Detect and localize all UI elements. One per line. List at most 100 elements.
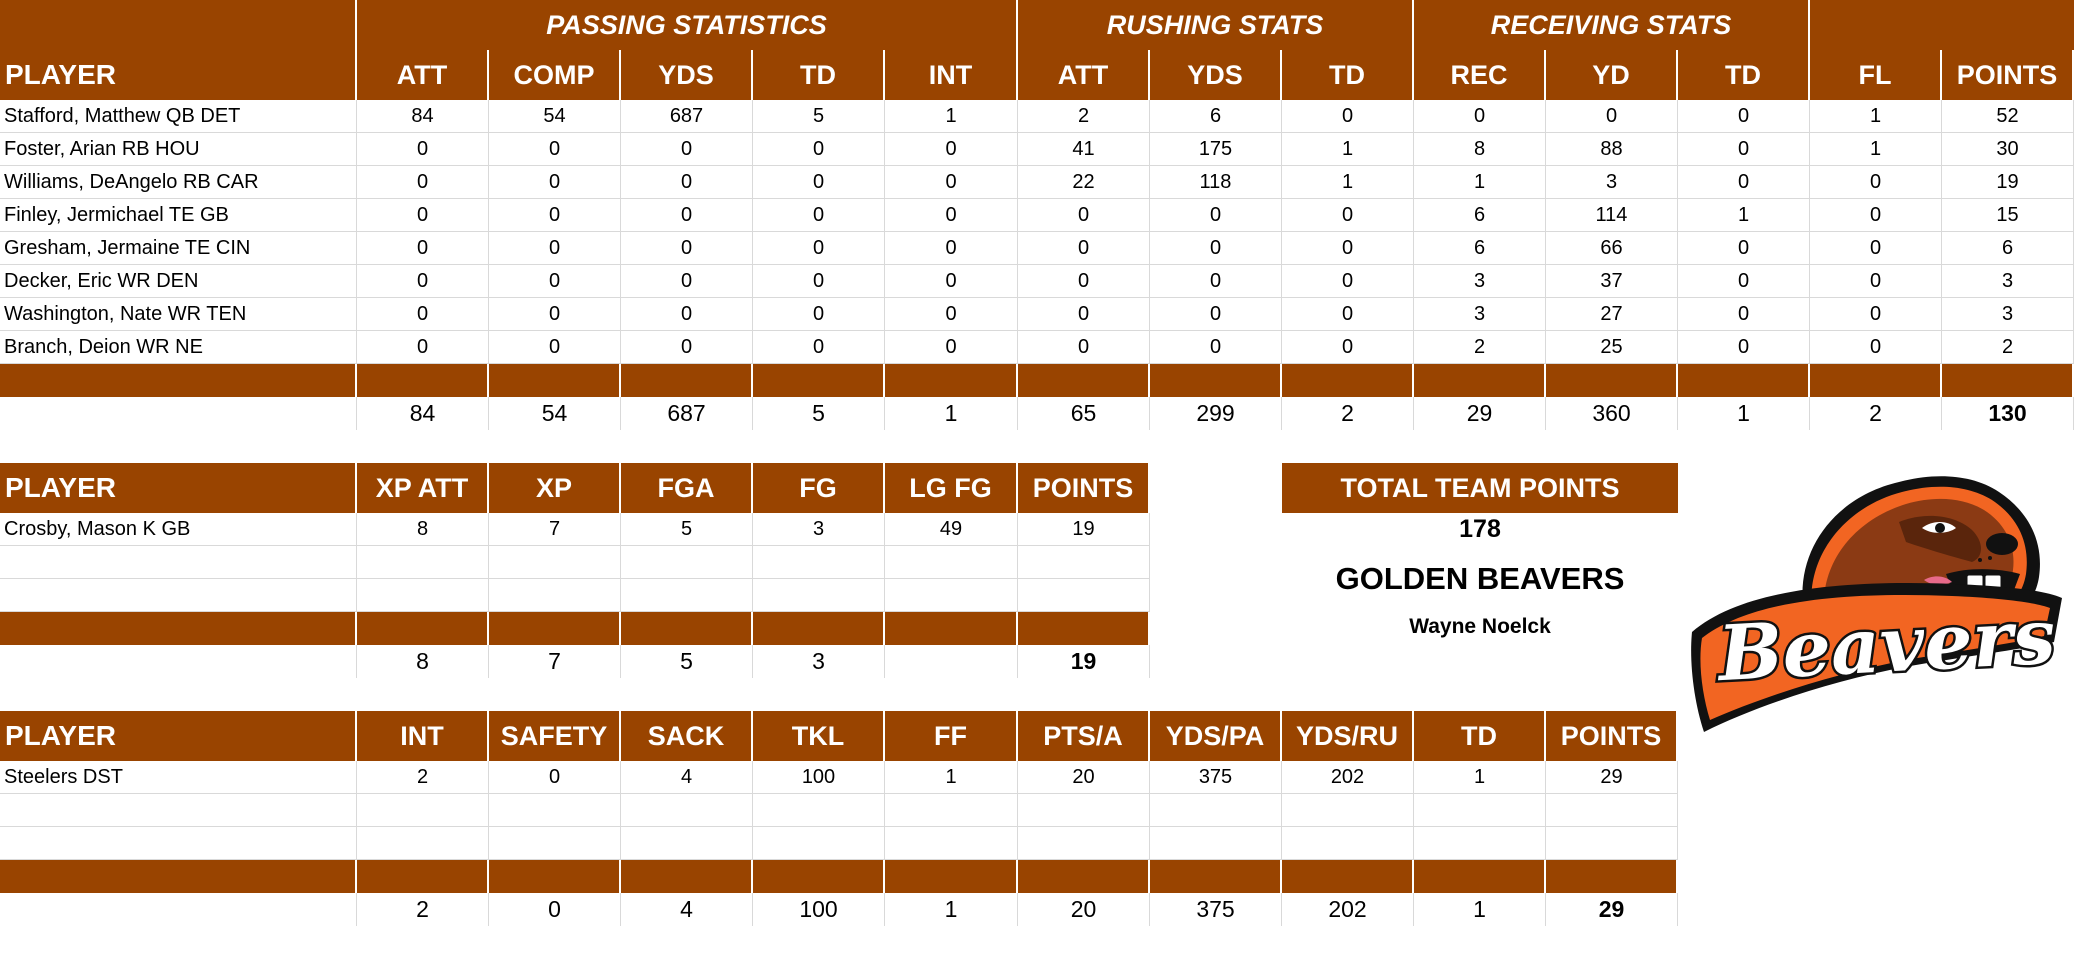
offense-total-col-5: 1 bbox=[885, 397, 1018, 430]
defense-header-col-6: PTS/A bbox=[1018, 711, 1150, 761]
offense-total-col-3: 687 bbox=[621, 397, 753, 430]
spacer-segment bbox=[753, 860, 885, 893]
defense-cell-col-1 bbox=[357, 794, 489, 827]
offense-cell-col-10: 27 bbox=[1546, 298, 1678, 331]
defense-total-col-0 bbox=[0, 893, 357, 926]
spacer-segment bbox=[1810, 364, 1942, 397]
kicking-header-col-1: XP ATT bbox=[357, 463, 489, 513]
spacer-segment bbox=[489, 860, 621, 893]
beaver-logo-icon: Beavers bbox=[1691, 476, 2062, 732]
team-summary: TOTAL TEAM POINTS 178 GOLDEN BEAVERS Way… bbox=[1282, 463, 1678, 642]
offense-cell-col-7: 0 bbox=[1150, 232, 1282, 265]
spacer-segment bbox=[1678, 364, 1810, 397]
offense-cell-col-6: 0 bbox=[1018, 331, 1150, 364]
spacer-segment bbox=[357, 860, 489, 893]
offense-total-col-10: 360 bbox=[1546, 397, 1678, 430]
offense-cell-col-13: 15 bbox=[1942, 199, 2074, 232]
offense-cell-col-5: 0 bbox=[885, 265, 1018, 298]
defense-cell-col-9: 1 bbox=[1414, 761, 1546, 794]
kicking-total-col-1: 8 bbox=[357, 645, 489, 678]
kicking-header-col-6: POINTS bbox=[1018, 463, 1150, 513]
offense-cell-col-5: 0 bbox=[885, 298, 1018, 331]
offense-header-col-7: YDS bbox=[1150, 50, 1282, 100]
offense-cell-col-2: 54 bbox=[489, 100, 621, 133]
kicking-cell-col-4 bbox=[753, 546, 885, 579]
offense-total-col-8: 2 bbox=[1282, 397, 1414, 430]
kicking-cell-col-6 bbox=[1018, 579, 1150, 612]
defense-cell-col-6: 20 bbox=[1018, 761, 1150, 794]
defense-total-col-2: 0 bbox=[489, 893, 621, 926]
spacer-segment bbox=[357, 364, 489, 397]
defense-cell-col-2: 0 bbox=[489, 761, 621, 794]
spacer-segment bbox=[885, 860, 1018, 893]
table-row: Foster, Arian RB HOU 0 0 0 0 0 41 175 1 8 88 0 1 30 bbox=[0, 133, 2074, 166]
spacer-segment bbox=[1942, 364, 2074, 397]
offense-cell-col-7: 118 bbox=[1150, 166, 1282, 199]
spacer-segment bbox=[489, 612, 621, 645]
offense-cell-col-0: Stafford, Matthew QB DET bbox=[0, 100, 357, 133]
table-row: Steelers DST 2 0 4 100 1 20 375 202 1 29 bbox=[0, 761, 1678, 794]
defense-header-col-0: PLAYER bbox=[0, 711, 357, 761]
offense-cell-col-10: 3 bbox=[1546, 166, 1678, 199]
offense-cell-col-7: 0 bbox=[1150, 331, 1282, 364]
offense-cell-col-6: 0 bbox=[1018, 199, 1150, 232]
group-header-blank bbox=[0, 0, 357, 50]
offense-cell-col-12: 1 bbox=[1810, 133, 1942, 166]
offense-cell-col-9: 8 bbox=[1414, 133, 1546, 166]
kicking-cell-col-3 bbox=[621, 579, 753, 612]
offense-cell-col-9: 0 bbox=[1414, 100, 1546, 133]
spacer-segment bbox=[1150, 364, 1282, 397]
team-owner: Wayne Noelck bbox=[1409, 615, 1551, 638]
kicking-cell-col-1 bbox=[357, 546, 489, 579]
defense-cell-col-3 bbox=[621, 827, 753, 860]
defense-cell-col-8: 202 bbox=[1282, 761, 1414, 794]
offense-cell-col-11: 0 bbox=[1678, 331, 1810, 364]
spacer-segment bbox=[1546, 364, 1678, 397]
defense-total-col-7: 375 bbox=[1150, 893, 1282, 926]
kicking-cell-col-3 bbox=[621, 546, 753, 579]
table-row bbox=[0, 579, 1150, 612]
defense-column-header-row: PLAYER INT SAFETY SACK TKL FF PTS/A YDS/PA YDS/R… bbox=[0, 711, 1678, 761]
kicking-spacer-bar bbox=[0, 612, 1150, 645]
table-row: Gresham, Jermaine TE CIN 0 0 0 0 0 0 0 0 6 66 0 0 6 bbox=[0, 232, 2074, 265]
defense-header-col-10: POINTS bbox=[1546, 711, 1678, 761]
defense-cell-col-0 bbox=[0, 794, 357, 827]
kicking-cell-col-4: 3 bbox=[753, 513, 885, 546]
offense-cell-col-1: 0 bbox=[357, 232, 489, 265]
offense-cell-col-7: 0 bbox=[1150, 298, 1282, 331]
table-row: Stafford, Matthew QB DET 84 54 687 5 1 2 6 0 0 0 0 1… bbox=[0, 100, 2074, 133]
offense-cell-col-9: 6 bbox=[1414, 232, 1546, 265]
offense-cell-col-2: 0 bbox=[489, 265, 621, 298]
offense-cell-col-4: 0 bbox=[753, 199, 885, 232]
defense-header-col-7: YDS/PA bbox=[1150, 711, 1282, 761]
offense-cell-col-12: 1 bbox=[1810, 100, 1942, 133]
offense-cell-col-2: 0 bbox=[489, 166, 621, 199]
defense-spacer-bar bbox=[0, 860, 1678, 893]
offense-cell-col-9: 2 bbox=[1414, 331, 1546, 364]
kicking-cell-col-2: 7 bbox=[489, 513, 621, 546]
spacer-segment bbox=[1018, 612, 1150, 645]
spacer-segment bbox=[621, 364, 753, 397]
offense-cell-col-5: 0 bbox=[885, 199, 1018, 232]
kicking-cell-col-1: 8 bbox=[357, 513, 489, 546]
defense-total-col-1: 2 bbox=[357, 893, 489, 926]
offense-cell-col-6: 2 bbox=[1018, 100, 1150, 133]
defense-cell-col-10 bbox=[1546, 827, 1678, 860]
offense-cell-col-1: 0 bbox=[357, 166, 489, 199]
defense-cell-col-4: 100 bbox=[753, 761, 885, 794]
group-header-rushing: RUSHING STATS bbox=[1018, 0, 1414, 50]
offense-cell-col-6: 0 bbox=[1018, 265, 1150, 298]
defense-total-col-6: 20 bbox=[1018, 893, 1150, 926]
offense-total-col-12: 2 bbox=[1810, 397, 1942, 430]
offense-totals-row: 84 54 687 5 1 65 299 2 29 360 1 2 130 bbox=[0, 397, 2074, 430]
offense-header-col-6: ATT bbox=[1018, 50, 1150, 100]
table-row: Crosby, Mason K GB 8 7 5 3 49 19 bbox=[0, 513, 1150, 546]
defense-cell-col-3: 4 bbox=[621, 761, 753, 794]
offense-cell-col-3: 0 bbox=[621, 331, 753, 364]
offense-header-col-9: REC bbox=[1414, 50, 1546, 100]
offense-cell-col-4: 0 bbox=[753, 133, 885, 166]
defense-cell-col-8 bbox=[1282, 794, 1414, 827]
offense-cell-col-4: 0 bbox=[753, 298, 885, 331]
defense-cell-col-4 bbox=[753, 794, 885, 827]
offense-cell-col-0: Williams, DeAngelo RB CAR bbox=[0, 166, 357, 199]
